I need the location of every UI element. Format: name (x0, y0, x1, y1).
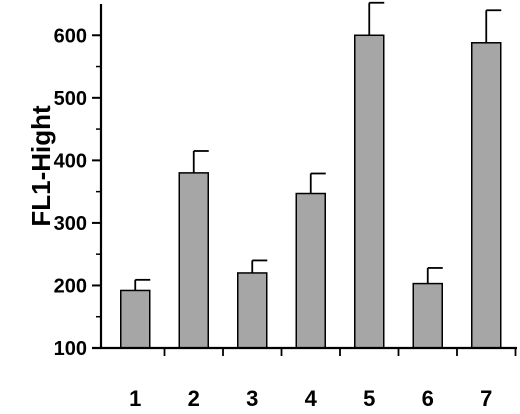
y-tick-label: 400 (54, 150, 87, 172)
x-tick-label: 5 (363, 386, 375, 411)
y-tick-label: 300 (54, 213, 87, 235)
y-axis-title: FL1-Hight (26, 105, 56, 227)
y-tick-label: 600 (54, 25, 87, 47)
error-bars-group (134, 1, 502, 291)
error-bar-3 (251, 259, 268, 273)
bar-2 (178, 172, 209, 349)
bar-5 (354, 34, 385, 349)
x-tick-label: 7 (480, 386, 492, 411)
bar-7 (471, 42, 502, 349)
x-tick-label: 4 (305, 386, 318, 411)
x-tick-label: 3 (246, 386, 258, 411)
x-tick-label: 1 (129, 386, 141, 411)
error-bar-6 (426, 267, 443, 284)
bar-1 (120, 289, 151, 349)
bar-4 (295, 192, 326, 349)
y-tick-label: 100 (54, 338, 87, 360)
x-tick-label: 6 (422, 386, 434, 411)
y-tick-label: 200 (54, 275, 87, 297)
y-ticks-group: 100 200 300 400 500 600 (54, 25, 101, 360)
error-bar-1 (134, 278, 151, 291)
y-tick-label: 500 (54, 88, 87, 110)
x-labels-group: 1 2 3 4 5 6 7 (129, 386, 492, 411)
bar-6 (412, 282, 443, 349)
error-bar-4 (309, 172, 326, 194)
error-bar-7 (485, 9, 502, 43)
axes-group (92, 4, 517, 356)
error-bar-2 (192, 150, 209, 173)
bar-3 (237, 272, 268, 349)
x-tick-label: 2 (188, 386, 200, 411)
error-bar-5 (368, 1, 385, 36)
